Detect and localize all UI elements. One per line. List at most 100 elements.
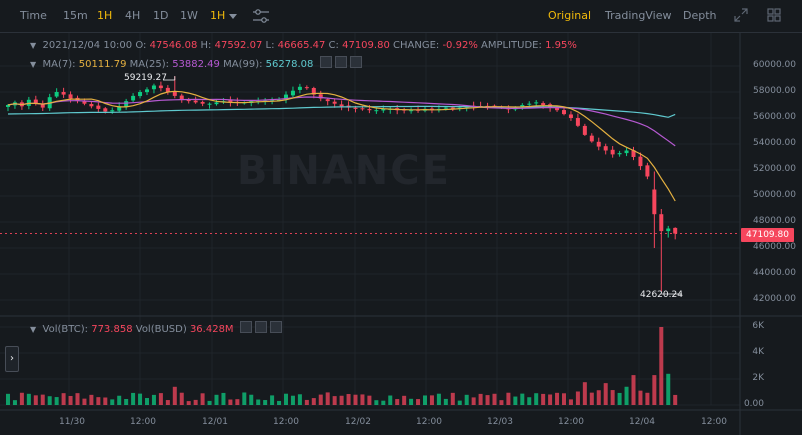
volume-bar [40,394,45,405]
interval-1h[interactable]: 1H [97,9,113,22]
volume-bar [151,394,156,405]
volume-bar [562,393,566,405]
candle-body [381,108,386,111]
vol-btc-value: 773.858 [91,324,133,335]
expand-icon[interactable] [733,7,749,23]
candle-body [367,109,372,111]
ma99-label: MA(99): [223,59,263,70]
collapse-triangle-icon[interactable]: ▼ [30,60,37,69]
volume-bar [256,399,261,405]
chart-toolbar: Time 15m 1H 4H 1D 1W 1H Original Trading… [0,0,802,33]
vol-visibility-icon[interactable] [239,321,252,333]
candlestick-chart[interactable] [0,33,802,435]
volume-bar [172,386,177,405]
candle-body [96,105,101,109]
candle-body [228,100,233,103]
vol-busd-value: 36.428M [189,324,234,335]
time-label[interactable]: Time [20,9,47,22]
volume-bar [33,395,38,405]
candle-body [603,146,608,151]
close-label: C: [328,40,339,51]
ma-settings-icon[interactable] [334,56,347,68]
volume-info: ▼ Vol(BTC): 773.858 Vol(BUSD) 36.428M [30,321,282,335]
interval-4h[interactable]: 4H [125,9,141,22]
candle-body [409,110,414,112]
settings-sliders-icon[interactable] [252,8,270,24]
candle-body [527,103,532,105]
volume-bar [464,394,469,405]
price-axis-label: 58000.00 [753,86,796,96]
chevron-down-icon[interactable] [229,14,237,19]
interval-1d[interactable]: 1D [153,9,169,22]
volume-bar [353,394,358,405]
expand-panel-button[interactable]: › [5,346,19,372]
candle-body [297,86,302,90]
vol-settings-icon[interactable] [254,321,267,333]
volume-bar [26,393,31,405]
view-tradingview-tab[interactable]: TradingView [605,9,672,22]
candle-body [652,189,657,215]
ohlc-datetime: 2021/12/04 10:00 [42,40,133,51]
last-price-badge: 47109.80 [741,228,794,242]
candle-body [179,95,184,100]
interval-dropdown[interactable]: 1H [210,9,226,22]
high-annotation: 59219.27 [124,73,167,83]
candle-body [534,102,539,104]
time-axis-label: 12:00 [273,417,299,427]
candle-body [360,108,365,110]
price-axis-label: 44000.00 [753,268,796,278]
volume-bar [297,394,302,405]
volume-bar [165,400,170,405]
volume-axis-label: 2K [752,373,764,383]
candle-body [6,105,10,107]
candle-body [638,156,643,167]
candle-body [311,87,316,95]
candle-body [339,104,344,107]
volume-bar [596,390,601,405]
volume-bar [555,392,560,405]
volume-bar [207,400,212,405]
candle-body [214,102,219,105]
volume-bar [242,392,247,405]
volume-bar [158,393,163,405]
vol-close-icon[interactable] [269,321,282,333]
volume-bar [117,395,122,405]
candle-body [673,227,678,234]
volume-bar [325,392,330,405]
volume-bar [589,392,594,405]
candle-body [131,95,136,101]
volume-bar [568,399,573,405]
time-axis-label: 12:00 [130,417,156,427]
price-axis-label: 48000.00 [753,216,796,226]
volume-bar [652,375,657,405]
candle-body [443,107,448,109]
candle-body [186,100,191,102]
ma-visibility-icon[interactable] [319,56,332,68]
interval-1w[interactable]: 1W [180,9,198,22]
volume-bar [103,397,108,405]
volume-bar [659,327,664,405]
collapse-triangle-icon[interactable]: ▼ [30,325,37,334]
candle-body [117,106,122,111]
change-value: -0.92% [442,40,478,51]
candle-body [624,150,629,154]
collapse-triangle-icon[interactable]: ▼ [30,41,37,50]
time-axis-label: 12/01 [202,417,228,427]
view-original-tab[interactable]: Original [548,9,592,22]
volume-bar [388,395,393,405]
volume-bar [395,399,400,405]
grid-layout-icon[interactable] [766,7,782,23]
change-label: CHANGE: [393,40,440,51]
open-label: O: [135,40,147,51]
amplitude-value: 1.95% [545,40,577,51]
view-depth-tab[interactable]: Depth [683,9,717,22]
volume-bar [214,394,219,405]
candle-body [200,101,205,104]
ma-close-icon[interactable] [349,56,362,68]
candle-body [158,85,163,89]
time-axis-label: 12/03 [487,417,513,427]
volume-bar [575,391,580,405]
interval-15m[interactable]: 15m [63,9,88,22]
volume-bar [409,398,414,405]
candle-body [68,94,73,99]
